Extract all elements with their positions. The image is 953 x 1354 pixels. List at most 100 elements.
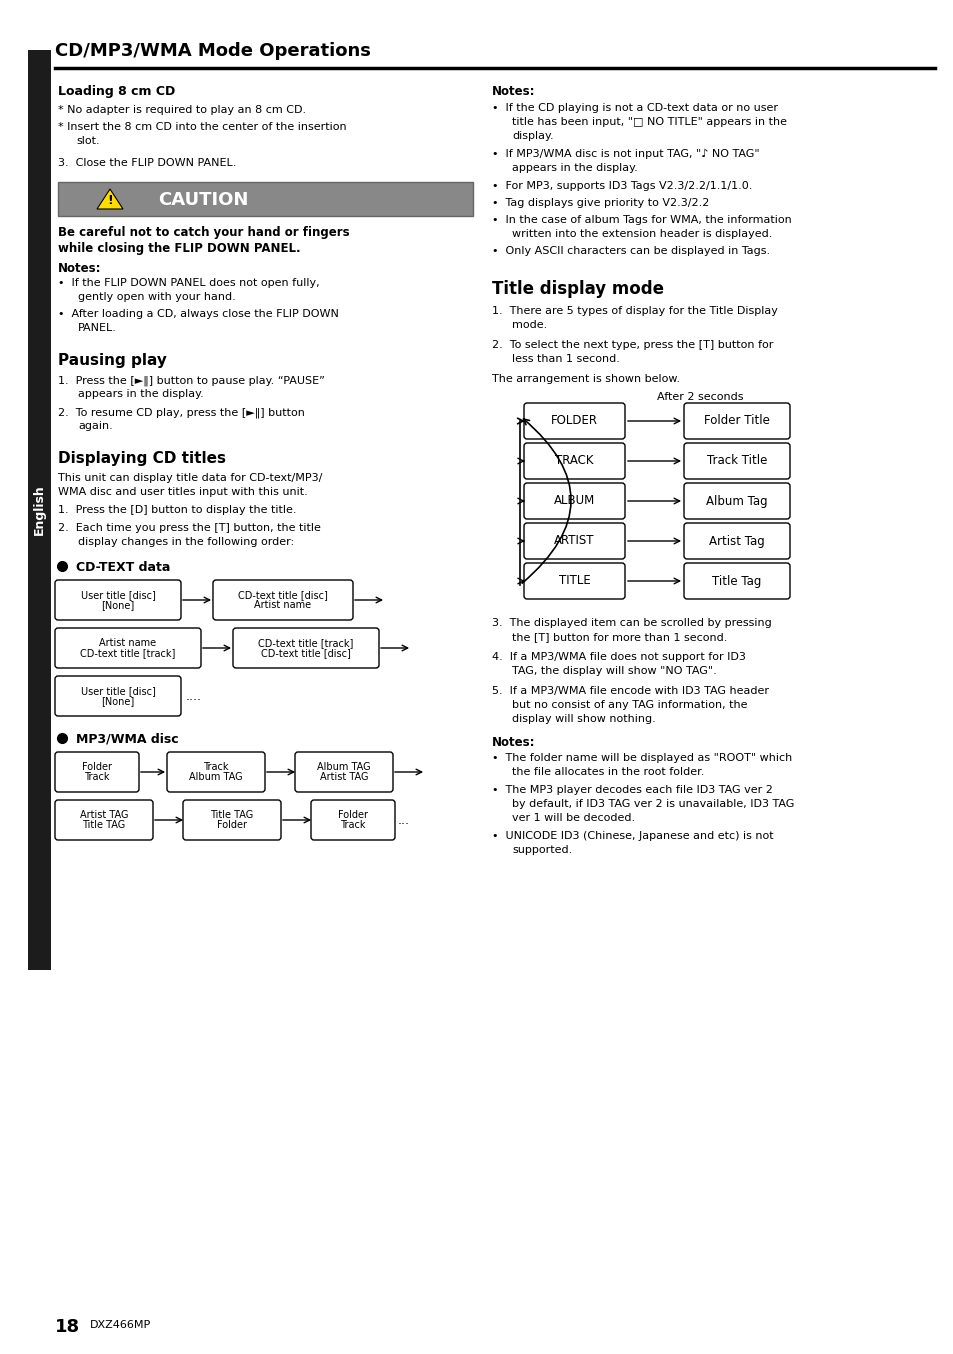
Text: CD-text title [disc]: CD-text title [disc] [261, 649, 351, 658]
Text: 1.  Press the [►‖] button to pause play. “PAUSE”: 1. Press the [►‖] button to pause play. … [58, 375, 325, 386]
Text: ....: .... [186, 689, 202, 703]
Text: After 2 seconds: After 2 seconds [657, 393, 742, 402]
Text: CD-TEXT data: CD-TEXT data [76, 561, 171, 574]
Text: •  If the FLIP DOWN PANEL does not open fully,: • If the FLIP DOWN PANEL does not open f… [58, 278, 319, 288]
Text: Track: Track [84, 772, 110, 781]
FancyBboxPatch shape [523, 523, 624, 559]
Text: Title TAG: Title TAG [82, 821, 126, 830]
Text: Artist TAG: Artist TAG [319, 772, 368, 781]
Text: Folder: Folder [337, 810, 368, 821]
Text: •  After loading a CD, always close the FLIP DOWN: • After loading a CD, always close the F… [58, 309, 338, 320]
FancyBboxPatch shape [233, 628, 378, 668]
Text: Folder: Folder [216, 821, 247, 830]
Text: title has been input, "□ NO TITLE" appears in the: title has been input, "□ NO TITLE" appea… [512, 116, 786, 127]
Text: Album Tag: Album Tag [705, 494, 767, 508]
Text: ALBUM: ALBUM [554, 494, 595, 508]
FancyBboxPatch shape [523, 403, 624, 439]
Text: TAG, the display will show "NO TAG".: TAG, the display will show "NO TAG". [512, 666, 716, 676]
FancyBboxPatch shape [294, 751, 393, 792]
Text: •  Tag displays give priority to V2.3/2.2: • Tag displays give priority to V2.3/2.2 [492, 198, 709, 209]
Text: again.: again. [78, 421, 112, 431]
Text: 18: 18 [55, 1317, 80, 1336]
Text: appears in the display.: appears in the display. [78, 389, 204, 399]
Text: Title TAG: Title TAG [211, 810, 253, 821]
Text: Artist TAG: Artist TAG [80, 810, 128, 821]
Text: This unit can display title data for CD-text/MP3/: This unit can display title data for CD-… [58, 473, 322, 483]
Text: * No adapter is required to play an 8 cm CD.: * No adapter is required to play an 8 cm… [58, 106, 306, 115]
Text: ...: ... [397, 814, 410, 826]
Text: [None]: [None] [101, 600, 134, 609]
FancyBboxPatch shape [311, 800, 395, 839]
Text: TRACK: TRACK [555, 455, 593, 467]
Text: while closing the FLIP DOWN PANEL.: while closing the FLIP DOWN PANEL. [58, 242, 300, 255]
Text: 5.  If a MP3/WMA file encode with ID3 TAG header: 5. If a MP3/WMA file encode with ID3 TAG… [492, 686, 768, 696]
Text: PANEL.: PANEL. [78, 324, 117, 333]
Text: •  If the CD playing is not a CD-text data or no user: • If the CD playing is not a CD-text dat… [492, 103, 778, 112]
Text: less than 1 second.: less than 1 second. [512, 353, 619, 364]
Text: Title display mode: Title display mode [492, 280, 663, 298]
Bar [58, 181, 473, 217]
Text: DXZ466MP: DXZ466MP [90, 1320, 152, 1330]
FancyBboxPatch shape [213, 580, 353, 620]
Text: Displaying CD titles: Displaying CD titles [58, 451, 226, 466]
Text: written into the extension header is displayed.: written into the extension header is dis… [512, 229, 772, 240]
Text: ver 1 will be decoded.: ver 1 will be decoded. [512, 812, 635, 823]
Text: supported.: supported. [512, 845, 572, 854]
Text: •  In the case of album Tags for WMA, the information: • In the case of album Tags for WMA, the… [492, 215, 791, 225]
Text: English: English [32, 485, 46, 535]
Text: •  If MP3/WMA disc is not input TAG, "♪ NO TAG": • If MP3/WMA disc is not input TAG, "♪ N… [492, 149, 759, 160]
Text: MP3/WMA disc: MP3/WMA disc [76, 733, 178, 746]
Text: 1.  There are 5 types of display for the Title Display: 1. There are 5 types of display for the … [492, 306, 777, 315]
Text: mode.: mode. [512, 320, 547, 330]
Text: 2.  To resume CD play, press the [►‖] button: 2. To resume CD play, press the [►‖] but… [58, 408, 305, 417]
Text: 1.  Press the [D] button to display the title.: 1. Press the [D] button to display the t… [58, 505, 296, 515]
Text: 4.  If a MP3/WMA file does not support for ID3: 4. If a MP3/WMA file does not support fo… [492, 653, 745, 662]
Text: User title [disc]: User title [disc] [80, 590, 155, 600]
Text: TITLE: TITLE [558, 574, 590, 588]
Text: Notes:: Notes: [492, 737, 535, 749]
Text: Artist name: Artist name [99, 638, 156, 649]
Text: 2.  To select the next type, press the [T] button for: 2. To select the next type, press the [T… [492, 340, 773, 349]
Polygon shape [97, 190, 123, 209]
Text: CD-text title [track]: CD-text title [track] [258, 638, 354, 649]
Text: !: ! [107, 195, 112, 207]
Text: Artist Tag: Artist Tag [708, 535, 764, 547]
FancyBboxPatch shape [683, 523, 789, 559]
Text: Be careful not to catch your hand or fingers: Be careful not to catch your hand or fin… [58, 226, 349, 240]
Text: 2.  Each time you press the [T] button, the title: 2. Each time you press the [T] button, t… [58, 523, 320, 533]
Text: the file allocates in the root folder.: the file allocates in the root folder. [512, 766, 703, 777]
Text: CAUTION: CAUTION [157, 191, 248, 209]
Text: •  Only ASCII characters can be displayed in Tags.: • Only ASCII characters can be displayed… [492, 246, 769, 256]
Text: User title [disc]: User title [disc] [80, 686, 155, 696]
FancyBboxPatch shape [523, 563, 624, 598]
Text: Track: Track [340, 821, 365, 830]
Text: the [T] button for more than 1 second.: the [T] button for more than 1 second. [512, 632, 726, 642]
Bar [28, 50, 51, 969]
Text: Track Title: Track Title [706, 455, 766, 467]
FancyBboxPatch shape [55, 676, 181, 716]
Text: Notes:: Notes: [58, 263, 101, 275]
FancyBboxPatch shape [55, 800, 152, 839]
Text: •  For MP3, supports ID3 Tags V2.3/2.2/1.1/1.0.: • For MP3, supports ID3 Tags V2.3/2.2/1.… [492, 181, 752, 191]
FancyBboxPatch shape [683, 443, 789, 479]
Text: 3.  Close the FLIP DOWN PANEL.: 3. Close the FLIP DOWN PANEL. [58, 158, 236, 168]
Text: •  UNICODE ID3 (Chinese, Japanese and etc) is not: • UNICODE ID3 (Chinese, Japanese and etc… [492, 831, 773, 841]
Text: 3.  The displayed item can be scrolled by pressing: 3. The displayed item can be scrolled by… [492, 617, 771, 628]
Text: The arrangement is shown below.: The arrangement is shown below. [492, 374, 679, 385]
Text: appears in the display.: appears in the display. [512, 162, 638, 173]
Text: WMA disc and user titles input with this unit.: WMA disc and user titles input with this… [58, 487, 308, 497]
FancyBboxPatch shape [55, 628, 201, 668]
Text: •  The folder name will be displayed as "ROOT" which: • The folder name will be displayed as "… [492, 753, 791, 764]
Text: CD/MP3/WMA Mode Operations: CD/MP3/WMA Mode Operations [55, 42, 371, 60]
Text: CD-text title [disc]: CD-text title [disc] [238, 590, 328, 600]
Text: * Insert the 8 cm CD into the center of the insertion: * Insert the 8 cm CD into the center of … [58, 122, 346, 131]
Text: display.: display. [512, 131, 553, 141]
FancyBboxPatch shape [683, 563, 789, 598]
Text: Title Tag: Title Tag [712, 574, 760, 588]
Text: gently open with your hand.: gently open with your hand. [78, 292, 235, 302]
Text: Folder: Folder [82, 762, 112, 772]
Text: display changes in the following order:: display changes in the following order: [78, 538, 294, 547]
FancyBboxPatch shape [55, 751, 139, 792]
Text: Folder Title: Folder Title [703, 414, 769, 428]
FancyBboxPatch shape [683, 483, 789, 519]
